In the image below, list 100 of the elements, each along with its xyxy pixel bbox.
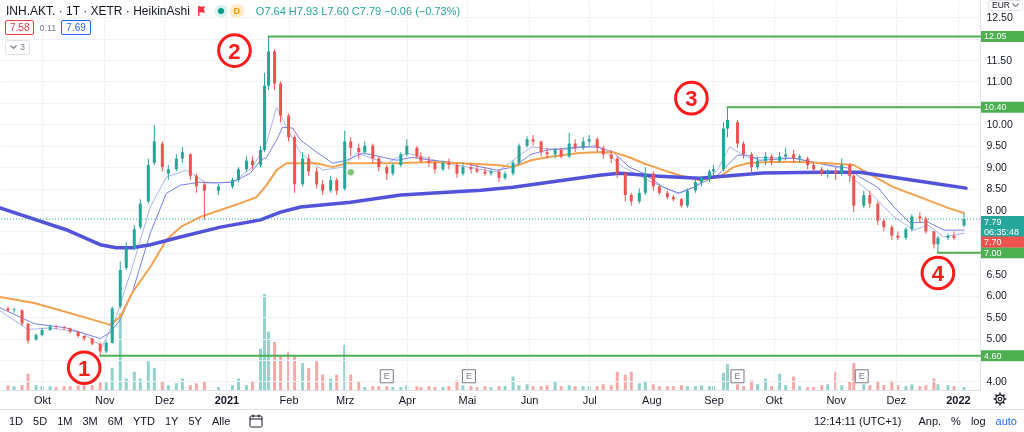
ref-line-label: 7.79	[984, 216, 1002, 227]
candlestick	[685, 188, 689, 209]
bar	[623, 374, 627, 390]
bar	[904, 386, 908, 390]
data-label: 7.00	[984, 247, 1002, 258]
bar	[160, 381, 164, 390]
bar	[216, 387, 220, 390]
annotation: 2	[228, 38, 241, 64]
bar	[12, 386, 16, 390]
bar	[363, 387, 367, 390]
bar	[415, 386, 419, 390]
candlestick	[259, 145, 263, 168]
bar	[511, 376, 515, 390]
candlestick	[26, 322, 30, 345]
bar	[725, 364, 729, 390]
bar	[946, 385, 950, 390]
text: 1Y	[163, 415, 180, 427]
bar	[6, 385, 10, 390]
candlestick	[559, 147, 563, 160]
x-tick-label: Aug	[642, 393, 662, 406]
text: YTD	[131, 415, 156, 427]
candlestick	[503, 170, 507, 181]
bar	[54, 387, 58, 390]
candlestick	[152, 124, 156, 166]
y-tick-label: 6.50	[986, 267, 1008, 280]
bar	[475, 387, 479, 390]
bar	[770, 386, 774, 390]
candlestick	[475, 164, 479, 175]
bar	[517, 385, 521, 390]
bar	[862, 384, 866, 390]
candlestick	[615, 155, 619, 179]
bar	[693, 386, 697, 390]
bar	[349, 374, 353, 390]
bar	[455, 380, 459, 390]
bar	[643, 381, 647, 390]
bar	[48, 386, 52, 390]
bar	[447, 386, 451, 390]
bar	[952, 386, 956, 390]
y-tick-label: 9.50	[986, 139, 1008, 152]
bar	[924, 385, 928, 390]
x-tick-label: Dez	[886, 393, 907, 406]
x-tick-label: Okt	[765, 393, 783, 406]
bar	[559, 386, 563, 390]
bar	[784, 385, 788, 390]
text: 3M	[81, 415, 99, 427]
bar	[273, 342, 277, 390]
candlestick	[160, 140, 164, 172]
annotation: 7.69	[61, 20, 91, 35]
line-series	[0, 151, 965, 326]
bar	[629, 371, 633, 390]
candlestick	[623, 170, 627, 202]
candlestick	[307, 153, 311, 177]
candlestick	[946, 233, 950, 241]
bar	[180, 378, 184, 390]
bar	[230, 385, 234, 390]
candlestick	[427, 155, 431, 168]
y-tick-label: 10.00	[986, 117, 1013, 130]
bar	[90, 385, 94, 390]
x-tick-label: Sep	[704, 393, 724, 406]
text: 5Y	[187, 415, 203, 427]
candlestick	[489, 168, 493, 177]
y-tick-label: 8.00	[986, 203, 1008, 216]
candlestick	[952, 230, 956, 241]
x-tick-label: Okt	[34, 393, 52, 406]
candlestick	[876, 200, 880, 226]
y-tick-label: 11.00	[986, 74, 1013, 87]
bar	[826, 384, 830, 390]
candlestick	[371, 143, 375, 164]
bar	[20, 385, 24, 390]
bar	[651, 384, 655, 390]
bar	[245, 385, 248, 390]
bar	[357, 381, 361, 390]
bar	[852, 363, 856, 390]
x-tick-label: Jul	[582, 393, 597, 406]
y-tick-label: 6.00	[986, 289, 1008, 302]
candlestick	[725, 106, 729, 138]
bar	[545, 385, 549, 390]
bar	[194, 383, 198, 390]
annotation: 0.11	[39, 22, 57, 33]
bar	[152, 367, 156, 390]
bar	[301, 363, 305, 390]
annotation: E	[734, 371, 741, 382]
bar	[483, 386, 487, 390]
candlestick	[517, 143, 521, 166]
bar	[882, 385, 886, 390]
annotation: E	[383, 371, 390, 382]
chart-title: INH.AKT. · 1T · XETR · HeikinAshi	[6, 3, 190, 18]
bar	[806, 387, 810, 390]
text: 12:14:11 (UTC+1)	[813, 415, 902, 427]
bar	[820, 385, 824, 390]
candlestick	[736, 119, 740, 149]
text: auto	[994, 415, 1018, 427]
x-tick-label: 2021	[214, 393, 240, 406]
bar	[665, 386, 669, 390]
bar	[26, 373, 30, 390]
candlestick	[553, 147, 557, 160]
bar	[778, 373, 782, 390]
text: Alle	[210, 415, 232, 427]
text: %	[950, 415, 962, 427]
bar	[469, 386, 473, 390]
